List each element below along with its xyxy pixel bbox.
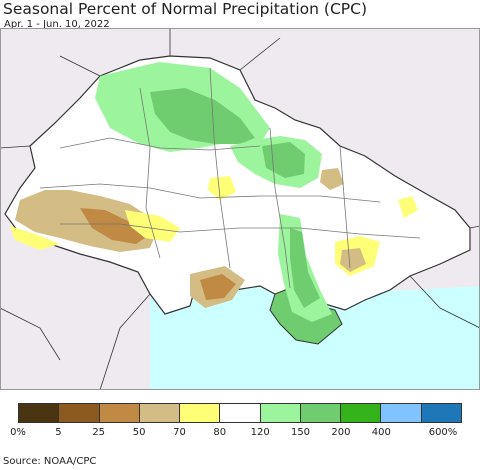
legend-labels: 0% 5 25 50 70 80 120 150 200 400 600% — [0, 427, 480, 441]
source-credit: Source: NOAA/CPC — [3, 456, 97, 467]
map-title: Seasonal Percent of Normal Precipitation… — [3, 0, 368, 18]
legend-swatch — [99, 404, 140, 422]
date-range: Apr. 1 - Jun. 10, 2022 — [4, 19, 110, 30]
legend-swatch — [300, 404, 342, 422]
legend-label: 80 — [213, 427, 227, 438]
legend-swatch — [341, 404, 382, 422]
oblast-border-2 — [39, 183, 381, 203]
legend-swatch — [19, 404, 60, 422]
west-yellow — [10, 226, 60, 250]
odesa-brown — [200, 274, 236, 300]
northeast-tan — [320, 168, 344, 190]
precipitation-map — [0, 28, 480, 390]
legend-label: 120 — [250, 427, 270, 438]
legend-label: 0% — [10, 427, 26, 438]
legend-label: 70 — [173, 427, 186, 438]
legend-swatch — [220, 404, 261, 422]
legend-label: 25 — [92, 427, 106, 438]
northeast-dark-green — [262, 142, 305, 178]
legend-swatch — [139, 404, 181, 422]
west-brown — [80, 208, 148, 244]
oblast-border-5 — [209, 67, 231, 269]
north-dark-green — [150, 88, 255, 144]
legend-label: 50 — [132, 427, 146, 438]
east-yellow — [398, 196, 418, 218]
legend-label: 200 — [331, 427, 351, 438]
legend-label: 400 — [371, 427, 391, 438]
neighbor-border-west — [0, 145, 151, 390]
legend-swatch — [260, 404, 301, 422]
legend-label: 150 — [290, 427, 311, 438]
legend-swatch — [381, 404, 422, 422]
legend-colorbar — [18, 403, 462, 423]
oblast-border-3 — [60, 223, 421, 239]
oblast-border-4 — [139, 87, 161, 259]
legend-label: 600% — [428, 427, 458, 438]
oblast-border-6 — [269, 127, 291, 289]
legend-swatch — [180, 404, 221, 422]
oblast-border-1 — [59, 137, 261, 151]
south-dark-green — [290, 228, 320, 308]
southeast-tan — [340, 248, 366, 272]
legend-swatch — [421, 404, 461, 422]
central-yellow — [208, 176, 236, 200]
legend-label: 5 — [55, 427, 62, 438]
legend-swatch — [59, 404, 100, 422]
oblast-border-7 — [339, 145, 351, 269]
southwest-yellow — [125, 210, 180, 242]
neighbor-border-north — [59, 28, 281, 77]
neighbor-border-east — [409, 225, 480, 329]
